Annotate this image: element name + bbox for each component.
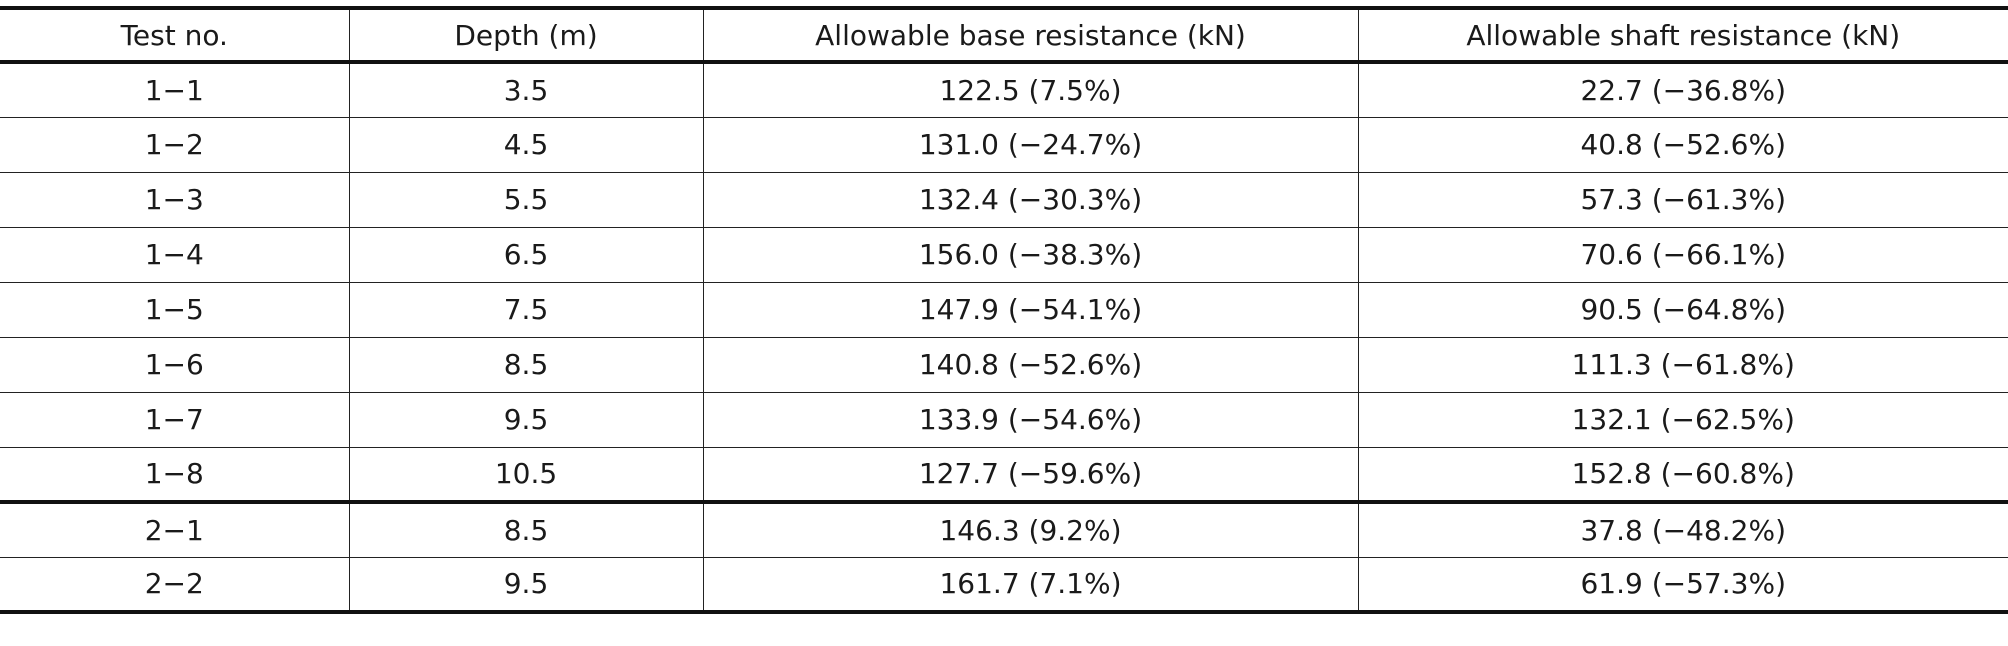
table-header: Test no. Depth (m) Allowable base resistan…: [0, 8, 2008, 62]
table-row: 1−8 10.5 127.7 (−59.6%) 152.8 (−60.8%): [0, 447, 2008, 502]
table-cell: 9.5: [348, 557, 704, 612]
table-cell: 37.8 (−48.2%): [1357, 502, 2008, 557]
table-cell: 1−5: [0, 282, 350, 337]
table-row: 1−7 9.5 133.9 (−54.6%) 132.1 (−62.5%): [0, 392, 2008, 447]
table-cell: 5.5: [348, 172, 704, 227]
header-row: Test no. Depth (m) Allowable base resistan…: [0, 8, 2008, 62]
header-cell: Test no.: [0, 8, 350, 62]
table-cell: 127.7 (−59.6%): [702, 447, 1359, 502]
table-cell: 1−6: [0, 337, 350, 392]
table-row: 2−1 8.5 146.3 (9.2%) 37.8 (−48.2%): [0, 502, 2008, 557]
header-cell: Allowable shaft resistance (kN): [1357, 8, 2008, 62]
table-cell: 1−1: [0, 62, 350, 117]
table-cell: 152.8 (−60.8%): [1357, 447, 2008, 502]
table-cell: 90.5 (−64.8%): [1357, 282, 2008, 337]
table-cell: 8.5: [348, 502, 704, 557]
table-cell: 40.8 (−52.6%): [1357, 117, 2008, 172]
table-row: 1−2 4.5 131.0 (−24.7%) 40.8 (−52.6%): [0, 117, 2008, 172]
table-row: 1−5 7.5 147.9 (−54.1%) 90.5 (−64.8%): [0, 282, 2008, 337]
table-body: 1−1 3.5 122.5 (7.5%) 22.7 (−36.8%) 1−2 4.5 131…: [0, 62, 2008, 612]
table-cell: 9.5: [348, 392, 704, 447]
header-cell: Allowable base resistance (kN): [702, 8, 1359, 62]
table-cell: 22.7 (−36.8%): [1357, 62, 2008, 117]
table-cell: 2−1: [0, 502, 350, 557]
table-cell: 146.3 (9.2%): [702, 502, 1359, 557]
table-cell: 147.9 (−54.1%): [702, 282, 1359, 337]
table-cell: 61.9 (−57.3%): [1357, 557, 2008, 612]
table-cell: 132.1 (−62.5%): [1357, 392, 2008, 447]
data-table: Test no. Depth (m) Allowable base resistan…: [0, 6, 2008, 614]
table-cell: 1−8: [0, 447, 350, 502]
table-cell: 1−2: [0, 117, 350, 172]
table-cell: 161.7 (7.1%): [702, 557, 1359, 612]
table-cell: 131.0 (−24.7%): [702, 117, 1359, 172]
table-cell: 1−3: [0, 172, 350, 227]
table-cell: 8.5: [348, 337, 704, 392]
table-cell: 6.5: [348, 227, 704, 282]
table-row: 1−3 5.5 132.4 (−30.3%) 57.3 (−61.3%): [0, 172, 2008, 227]
table-cell: 1−7: [0, 392, 350, 447]
table-cell: 132.4 (−30.3%): [702, 172, 1359, 227]
table-cell: 133.9 (−54.6%): [702, 392, 1359, 447]
table-cell: 70.6 (−66.1%): [1357, 227, 2008, 282]
table-row: 1−1 3.5 122.5 (7.5%) 22.7 (−36.8%): [0, 62, 2008, 117]
table-row: 1−4 6.5 156.0 (−38.3%) 70.6 (−66.1%): [0, 227, 2008, 282]
table-cell: 156.0 (−38.3%): [702, 227, 1359, 282]
table-cell: 3.5: [348, 62, 704, 117]
table-cell: 7.5: [348, 282, 704, 337]
table-cell: 57.3 (−61.3%): [1357, 172, 2008, 227]
table-cell: 2−2: [0, 557, 350, 612]
table-cell: 122.5 (7.5%): [702, 62, 1359, 117]
table-row: 2−2 9.5 161.7 (7.1%) 61.9 (−57.3%): [0, 557, 2008, 612]
table-cell: 111.3 (−61.8%): [1357, 337, 2008, 392]
table-cell: 10.5: [348, 447, 704, 502]
table-row: 1−6 8.5 140.8 (−52.6%) 111.3 (−61.8%): [0, 337, 2008, 392]
page: Test no. Depth (m) Allowable base resistan…: [0, 6, 2008, 646]
table-cell: 140.8 (−52.6%): [702, 337, 1359, 392]
header-cell: Depth (m): [348, 8, 704, 62]
table-cell: 1−4: [0, 227, 350, 282]
table-cell: 4.5: [348, 117, 704, 172]
